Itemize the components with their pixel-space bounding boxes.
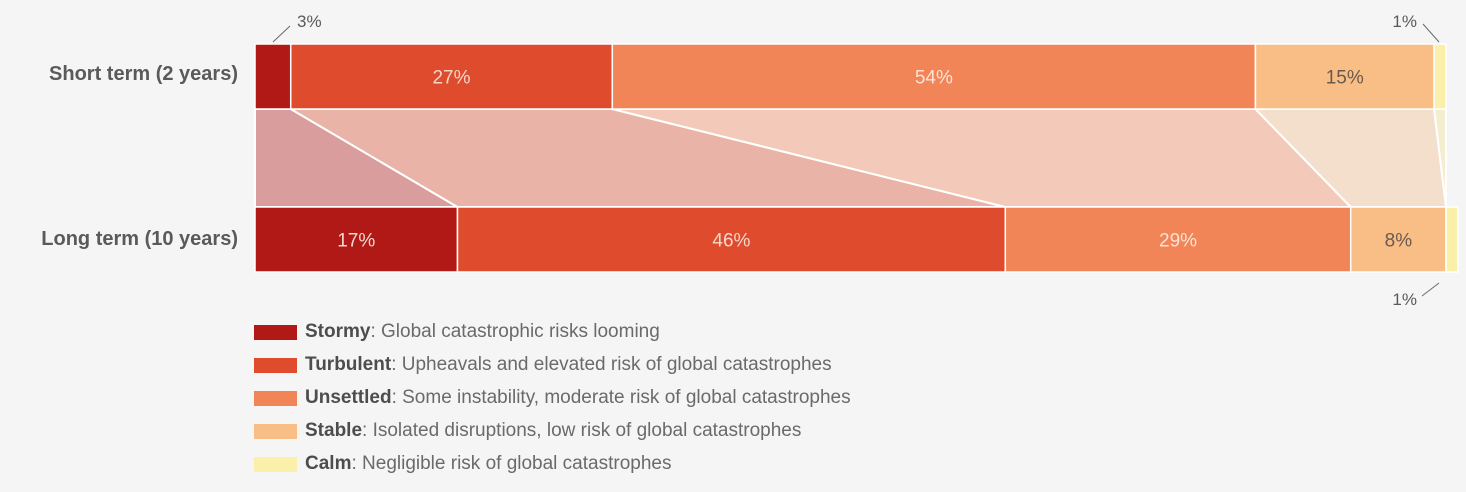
legend-description: : Global catastrophic risks looming xyxy=(370,321,660,342)
legend-description: : Some instability, moderate risk of glo… xyxy=(391,387,851,408)
legend-swatch xyxy=(254,325,297,340)
legend-swatch xyxy=(254,457,297,472)
value-label: 17% xyxy=(337,231,375,252)
bar-segment-calm-row-1 xyxy=(1433,43,1447,110)
legend-description: : Upheavals and elevated risk of global … xyxy=(391,354,832,375)
value-label: 27% xyxy=(432,68,470,89)
bar-segment-stormy-row-1 xyxy=(254,43,292,110)
value-label: 8% xyxy=(1385,231,1413,252)
bar-segment-turbulent-row-1 xyxy=(289,43,614,110)
bar-segment-unsettled-row-2 xyxy=(1004,206,1352,273)
bar-segment-stable-row-1 xyxy=(1254,43,1435,110)
value-label: 54% xyxy=(915,68,953,89)
value-label: 15% xyxy=(1326,68,1364,89)
callout-line xyxy=(1422,23,1440,43)
value-label: 46% xyxy=(712,231,750,252)
legend-name: Stormy xyxy=(305,321,371,342)
legend-swatch xyxy=(254,424,297,439)
callout-line xyxy=(272,25,291,43)
legend-description: : Negligible risk of global catastrophes xyxy=(351,453,672,474)
legend-name: Stable xyxy=(305,420,363,441)
legend-name: Calm xyxy=(305,453,352,474)
row-label-long-term: Long term (10 years) xyxy=(41,228,238,250)
value-label-callout: 1% xyxy=(1392,12,1417,31)
bar-segment-calm-row-2 xyxy=(1445,206,1459,273)
legend-description: : Isolated disruptions, low risk of glob… xyxy=(362,420,802,441)
value-label-callout: 3% xyxy=(297,12,322,31)
value-label: 29% xyxy=(1159,231,1197,252)
legend-name: Unsettled xyxy=(305,387,392,408)
value-label-callout: 1% xyxy=(1392,290,1417,309)
legend-swatch xyxy=(254,358,297,373)
bar-segment-stable-row-2 xyxy=(1349,206,1447,273)
row-label-short-term: Short term (2 years) xyxy=(49,63,238,85)
callout-line xyxy=(1421,282,1440,297)
bar-segment-unsettled-row-1 xyxy=(611,43,1257,110)
legend-swatch xyxy=(254,391,297,406)
legend-name: Turbulent xyxy=(305,354,392,375)
